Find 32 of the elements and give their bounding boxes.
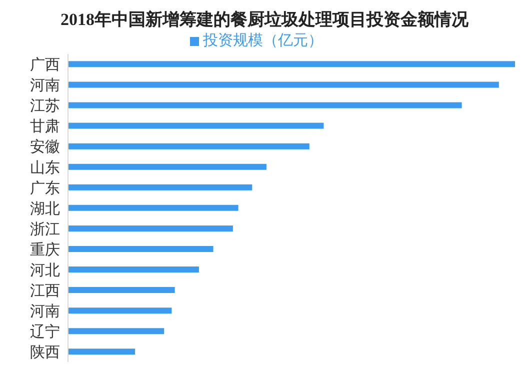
bar	[68, 246, 214, 252]
y-tick-label: 浙江	[30, 220, 60, 238]
y-tick-label: 河北	[30, 262, 60, 279]
bar	[68, 308, 172, 314]
bar	[68, 287, 175, 294]
y-tick-label: 湖北	[30, 200, 60, 218]
y-tick-label: 山东	[30, 159, 60, 176]
y-tick-label: 江西	[30, 282, 60, 300]
bar	[68, 204, 238, 211]
bar	[68, 266, 199, 273]
bar	[68, 328, 164, 334]
legend-label: 投资规模（亿元）	[203, 33, 323, 49]
y-tick-label: 河南	[30, 302, 60, 320]
y-tick-label: 江苏	[30, 98, 60, 115]
bar	[68, 82, 499, 88]
bar	[68, 61, 515, 68]
y-tick-label: 辽宁	[30, 324, 60, 341]
y-tick-label: 广东	[30, 180, 60, 197]
y-tick-label: 重庆	[30, 241, 60, 258]
bar	[68, 225, 233, 232]
y-tick-label: 安徽	[30, 138, 60, 156]
y-tick-label: 河南	[30, 77, 60, 94]
y-tick-label: 陕西	[30, 344, 60, 362]
y-tick-label: 广西	[30, 56, 60, 74]
bar	[68, 348, 136, 355]
bar	[68, 164, 266, 170]
bar	[68, 102, 462, 108]
y-tick-label: 甘肃	[30, 118, 60, 136]
bar	[68, 184, 252, 190]
chart-title: 2018年中国新增筹建的餐厨垃圾处理项目投资金额情况	[60, 9, 470, 31]
bar	[68, 122, 324, 129]
bar	[68, 143, 310, 150]
